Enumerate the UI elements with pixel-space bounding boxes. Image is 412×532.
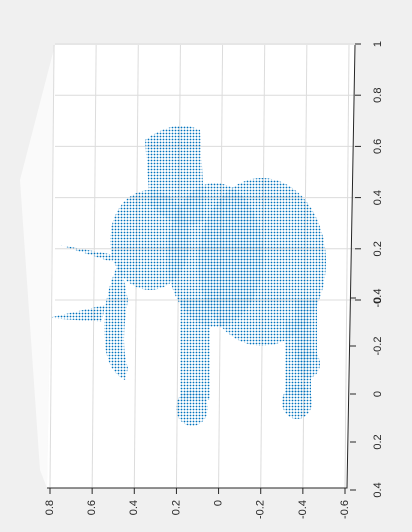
tick-label: 0: [372, 391, 384, 397]
leg: [180, 300, 210, 400]
foot: [176, 390, 208, 426]
tick-label: 0.4: [128, 500, 140, 515]
tusk: [48, 305, 105, 322]
tick-label: 1: [372, 41, 384, 47]
tick-labels: 0 0.2 0.4 0.6 0.8 1 -0.4 -0.2 0 0.2 0.4 0.8 0.6 0.4 0.…: [44, 41, 384, 519]
tick-label: -0.4: [297, 500, 309, 519]
trunk: [104, 260, 128, 380]
tick-label: 0: [372, 297, 384, 303]
tick-label: 0.6: [86, 500, 98, 515]
grid-line: [344, 44, 350, 489]
foot: [296, 350, 320, 378]
tusk: [60, 245, 115, 262]
grid-line: [91, 44, 97, 489]
head: [110, 190, 190, 290]
tick-label: 0.6: [372, 139, 384, 154]
point-cloud: [48, 125, 326, 426]
tick-label: -0.6: [339, 500, 351, 519]
tick-label: 0.4: [372, 190, 384, 205]
tick-label: -0.2: [255, 500, 267, 519]
grid-line: [49, 44, 55, 489]
tick-label: 0.4: [372, 482, 384, 497]
tick-label: 0: [212, 500, 224, 506]
tick-label: 0.8: [44, 500, 56, 515]
leg: [295, 300, 317, 360]
axis-line: [47, 44, 356, 489]
tick-label: 0.2: [170, 500, 182, 515]
foot: [282, 385, 312, 419]
tick-label: 0.2: [372, 434, 384, 449]
tick-label: 0.2: [372, 241, 384, 256]
axes-side: [20, 45, 55, 488]
tick-label: -0.4: [372, 289, 384, 308]
tick-label: 0.8: [372, 88, 384, 103]
tick-label: -0.2: [372, 337, 384, 356]
